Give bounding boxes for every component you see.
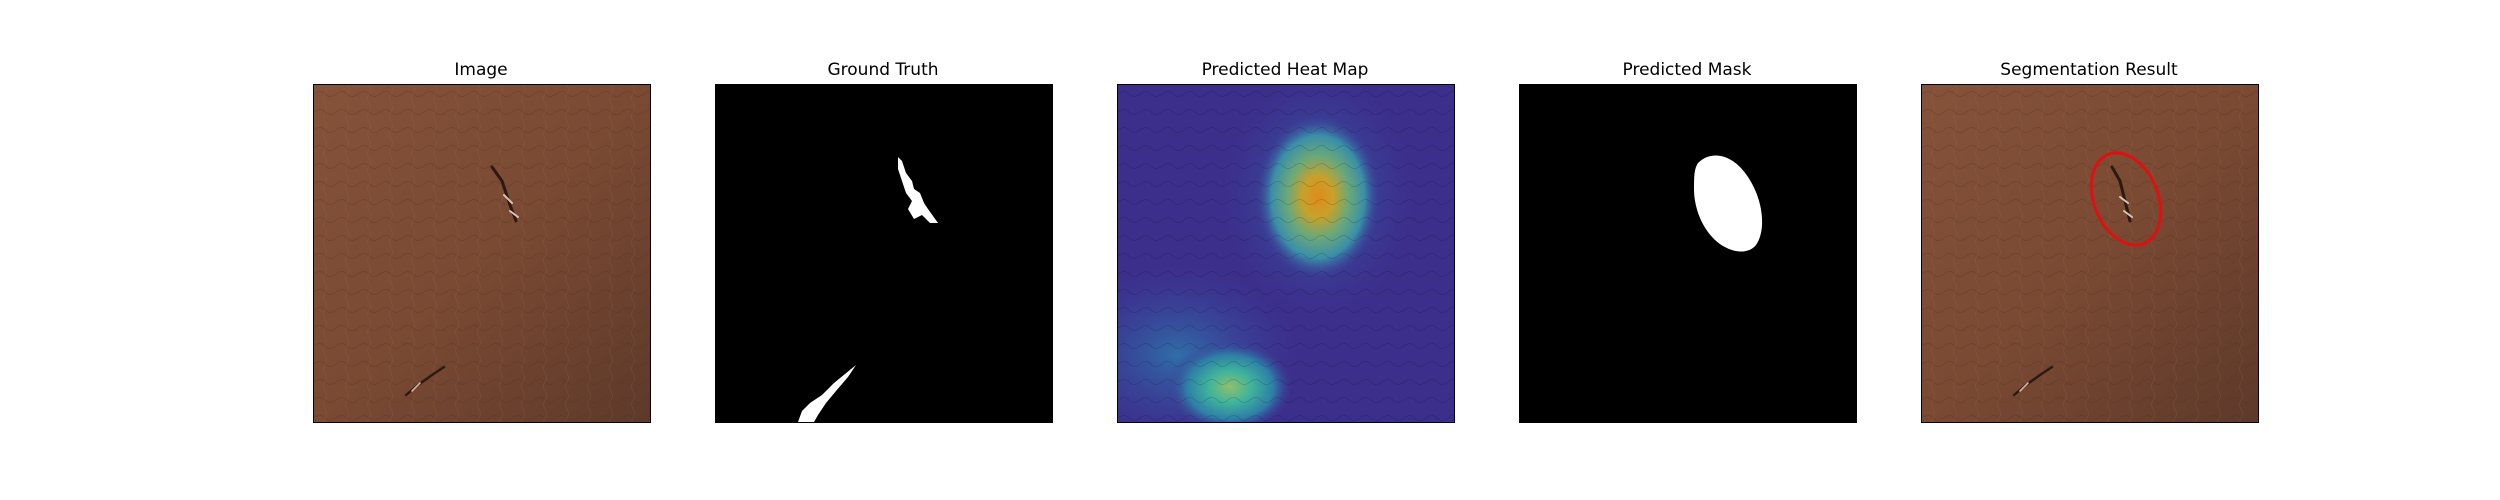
- segmentation-result: [1922, 85, 2258, 422]
- panel-title-image: Image: [454, 60, 508, 80]
- gt-region-bottom: [798, 365, 856, 422]
- panel-segmentation-result: [1921, 84, 2259, 423]
- panel-title-heat-map: Predicted Heat Map: [1201, 60, 1369, 80]
- defect-bottom: [2012, 365, 2054, 397]
- panel-image: [313, 84, 651, 423]
- gt-region-top: [898, 157, 938, 223]
- leather-image: [314, 85, 650, 422]
- ground-truth-mask: [716, 85, 1052, 422]
- panel-title-ground-truth: Ground Truth: [827, 60, 939, 80]
- predicted-mask: [1520, 85, 1856, 422]
- panel-title-predicted-mask: Predicted Mask: [1622, 60, 1752, 80]
- defect-top: [2110, 165, 2133, 223]
- panel-heat-map: [1117, 84, 1455, 423]
- defect-top: [490, 165, 519, 223]
- heat-map: [1118, 85, 1454, 422]
- panel-predicted-mask: [1519, 84, 1857, 423]
- defect-bottom: [404, 365, 446, 397]
- segmentation-contour: [2089, 151, 2163, 247]
- panel-title-segmentation-result: Segmentation Result: [2000, 60, 2178, 80]
- predicted-mask-blob: [1694, 155, 1763, 252]
- panel-ground-truth: [715, 84, 1053, 423]
